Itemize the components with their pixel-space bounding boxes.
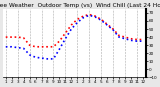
Title: Milwaukee Weather  Outdoor Temp (vs)  Wind Chill (Last 24 Hours): Milwaukee Weather Outdoor Temp (vs) Wind…	[0, 3, 160, 8]
